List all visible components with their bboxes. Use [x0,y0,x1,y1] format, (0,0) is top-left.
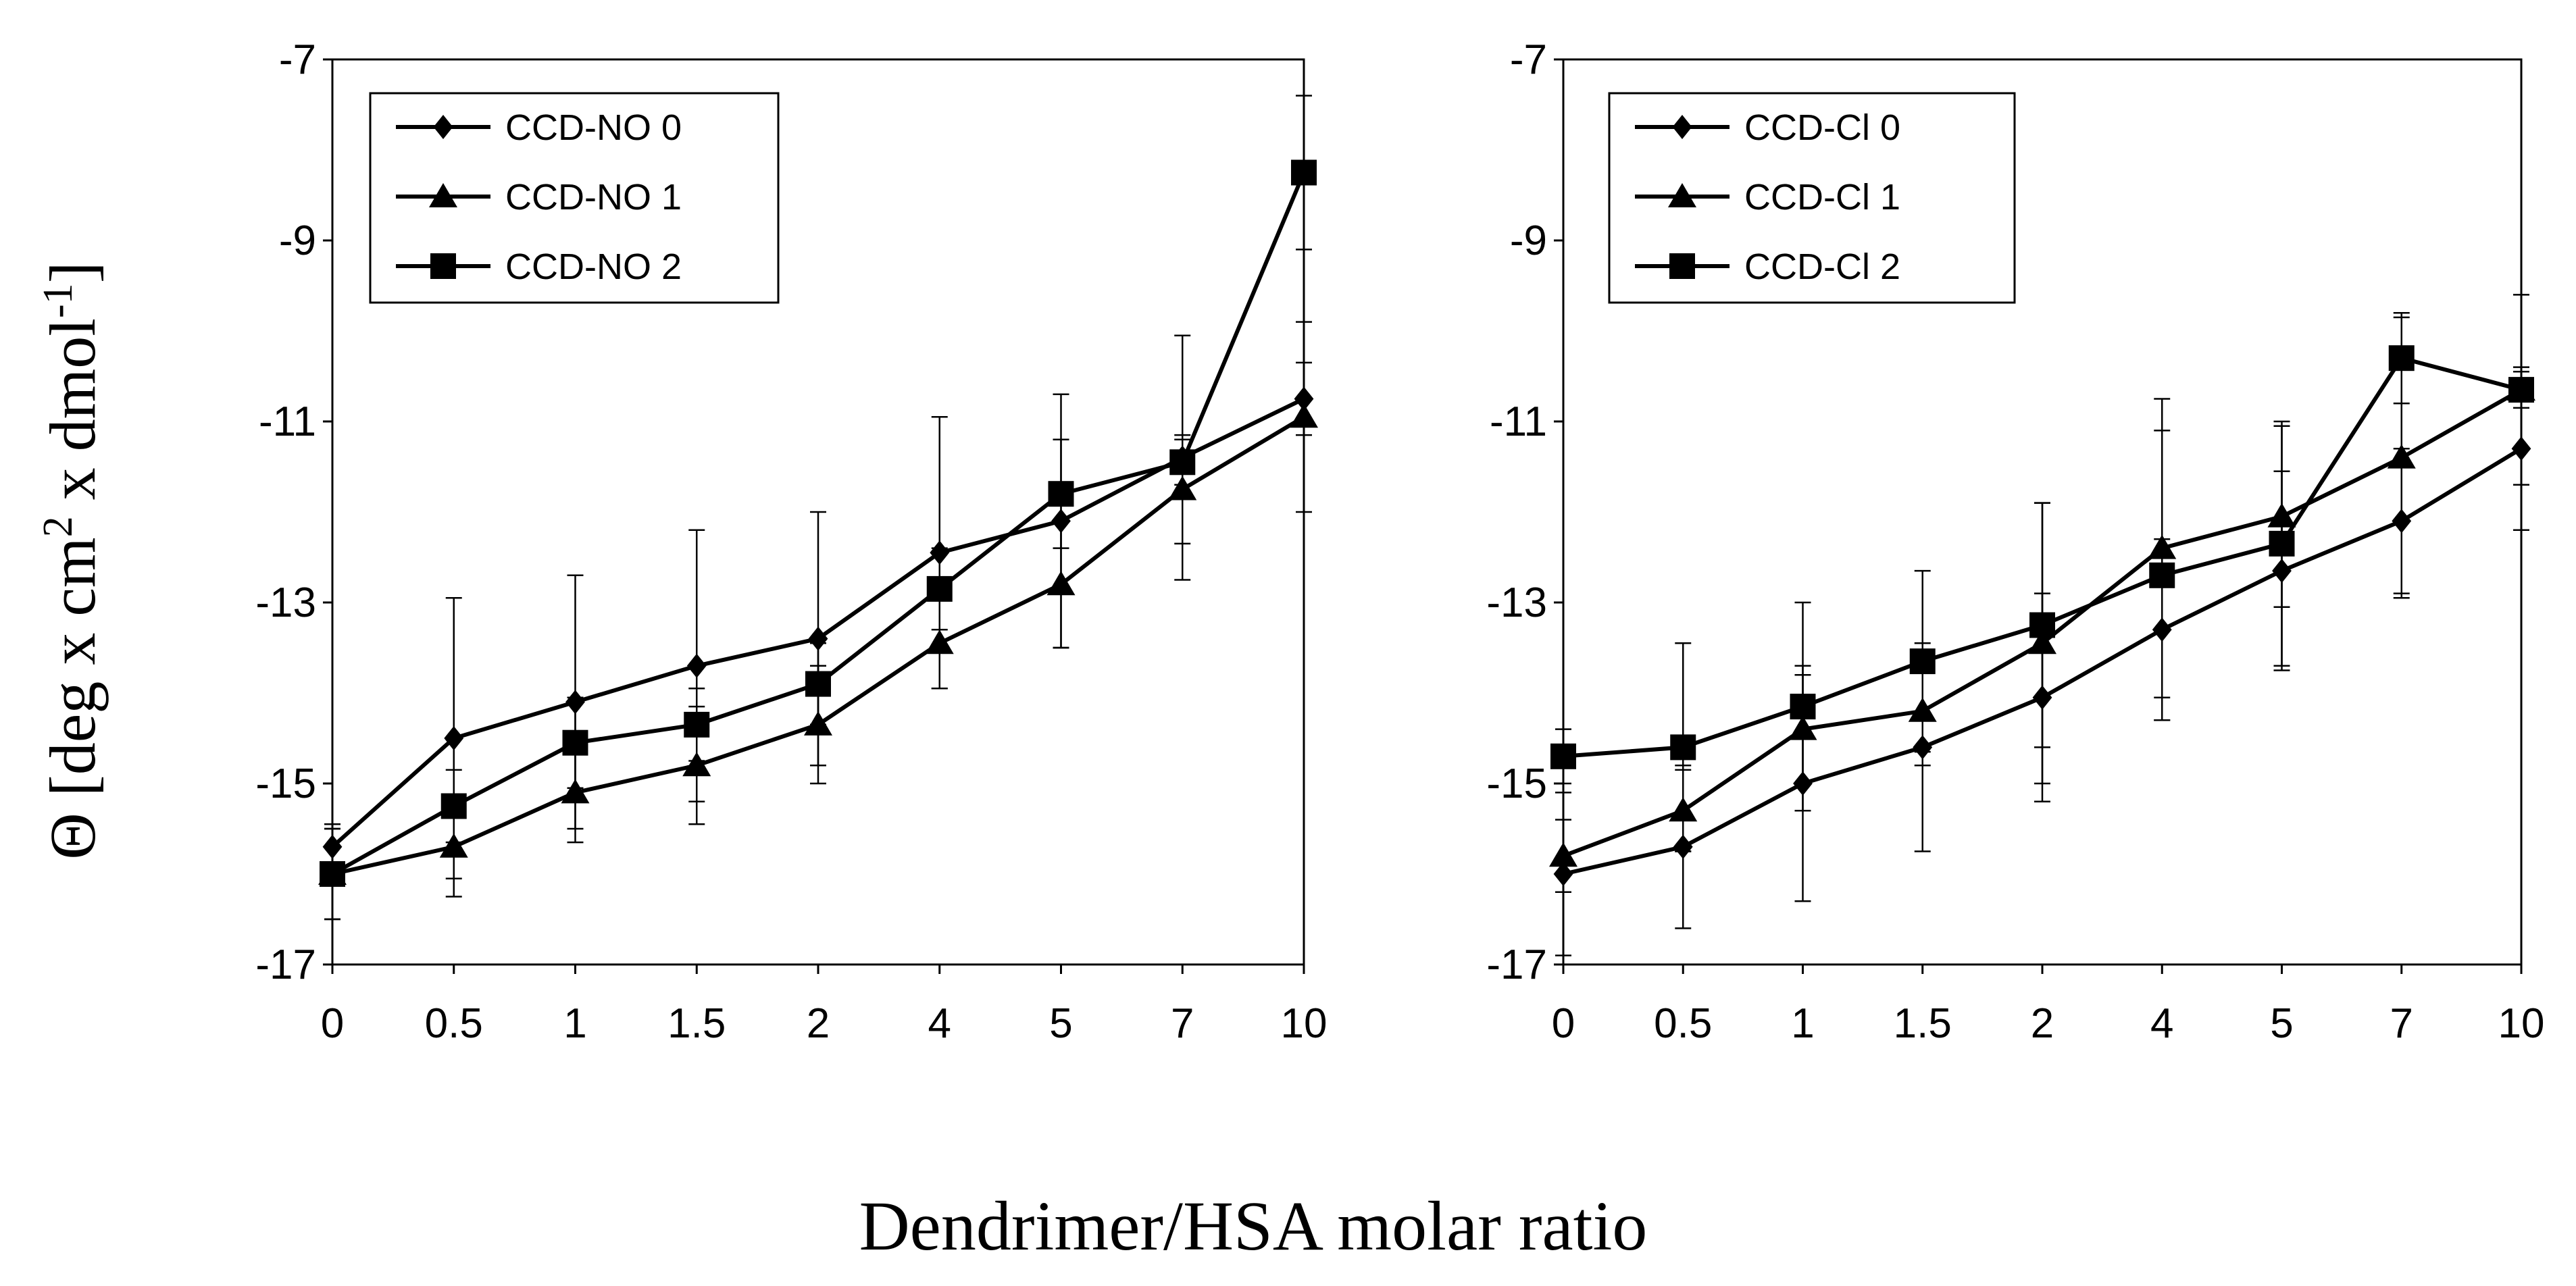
legend-marker [1669,253,1695,279]
data-point [682,752,711,777]
data-point [1048,481,1074,507]
y-tick-label: -15 [255,761,316,807]
legend-item: CCD-Cl 0 [1635,107,1900,148]
data-point [808,626,828,651]
data-point [1168,475,1197,500]
x-tick-label: 5 [2270,1000,2293,1047]
x-tick-label: 0.5 [425,1000,483,1047]
data-point [926,575,953,602]
legend-marker [433,115,453,139]
legend-item: CCD-NO 2 [396,247,682,287]
x-tick-label: 2 [807,1000,830,1047]
x-tick-label: 0.5 [1654,1000,1712,1047]
data-point [1046,571,1076,596]
x-tick-label: 2 [2031,1000,2054,1047]
data-point [805,671,831,697]
data-point [320,861,345,887]
data-point [444,726,464,750]
x-tick-label: 5 [1049,1000,1072,1047]
data-point [439,833,468,858]
y-axis-label-sup1: 2 [35,516,81,537]
y-tick-label: -7 [279,36,316,83]
data-point [2269,530,2295,557]
legend-marker [430,253,456,279]
data-point [2387,444,2416,469]
y-tick-label: -9 [279,217,316,264]
legend-marker [1668,183,1696,207]
x-tick-label: 4 [2150,1000,2173,1047]
x-tick-label: 1 [563,1000,586,1047]
y-axis-label-sup2: -1 [35,283,81,318]
data-point [1290,403,1318,428]
legend-item: CCD-NO 1 [396,177,682,217]
data-point [925,629,954,654]
data-point [1670,734,1696,761]
legend-label: CCD-Cl 0 [1744,107,1900,148]
data-point [1291,159,1317,186]
legend-label: CCD-NO 1 [505,177,682,217]
x-axis-label: Dendrimer/HSA molar ratio [859,1187,1648,1265]
legend-label: CCD-NO 2 [505,247,682,287]
y-axis-label-main: Θ [deg x cm [36,537,109,859]
legend-item: CCD-Cl 2 [1635,247,1900,287]
legend-marker [429,183,457,207]
data-point [1909,648,1936,675]
x-tick-label: 7 [1171,1000,1194,1047]
x-tick-label: 0 [1552,1000,1575,1047]
y-axis-label: Θ [deg x cm2 x dmol-1] [35,261,109,859]
data-point [686,653,707,678]
legend-label: CCD-Cl 1 [1744,177,1900,217]
y-tick-label: -11 [1490,398,1547,445]
y-axis-label-mid: x dmol [36,318,109,516]
x-tick-label: 7 [2390,1000,2413,1047]
legend-label: CCD-Cl 2 [1744,247,1900,287]
data-point [1169,449,1196,475]
data-point [561,779,590,804]
data-point [1549,842,1577,867]
x-tick-label: 4 [928,1000,951,1047]
x-tick-label: 10 [2498,1000,2545,1047]
y-tick-label: -17 [255,942,316,988]
legend: CCD-NO 0 CCD-NO 1 CCD-NO 2 [369,92,780,304]
legend-label: CCD-NO 0 [505,107,682,148]
data-point [2508,377,2534,403]
data-point [440,793,467,819]
y-tick-label: -13 [255,580,316,626]
y-tick-label: -17 [1486,942,1547,988]
data-point [684,711,710,738]
data-point [2149,562,2175,588]
series-square [1550,311,2534,852]
data-point [1790,694,1816,720]
legend: CCD-Cl 0 CCD-Cl 1 CCD-Cl 2 [1608,92,2016,304]
x-tick-label: 1.5 [1894,1000,1952,1047]
y-tick-label: -13 [1486,580,1547,626]
data-point [2388,345,2415,371]
y-tick-label: -11 [259,398,316,445]
x-tick-label: 1.5 [667,1000,726,1047]
legend-marker [1672,115,1692,139]
x-tick-label: 10 [1281,1000,1328,1047]
x-tick-label: 0 [321,1000,344,1047]
data-point [1550,743,1576,769]
y-tick-label: -9 [1510,217,1547,264]
data-point [2029,612,2055,638]
y-tick-label: -7 [1510,36,1547,83]
legend-item: CCD-Cl 1 [1635,177,1900,217]
series-square [320,95,1317,921]
data-point [562,729,588,756]
y-tick-label: -15 [1486,761,1547,807]
legend-item: CCD-NO 0 [396,107,682,148]
x-tick-label: 1 [1791,1000,1814,1047]
y-axis-label-end: ] [36,261,109,283]
